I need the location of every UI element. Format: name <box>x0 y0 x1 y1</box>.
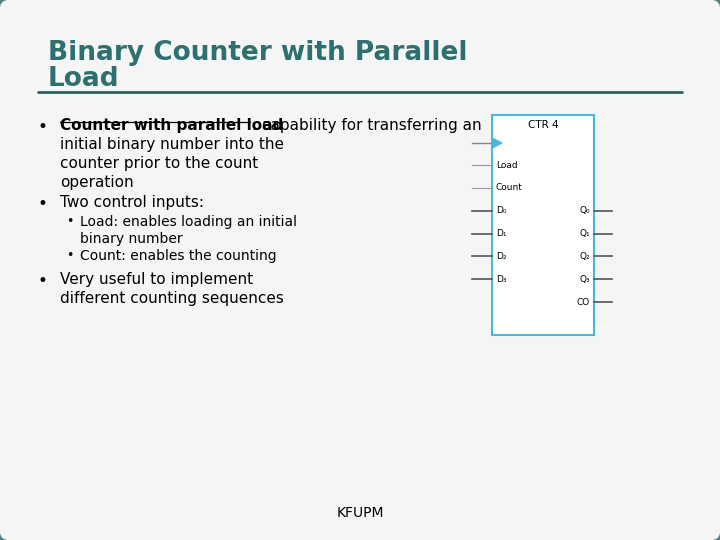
Text: •: • <box>66 249 73 262</box>
Text: counter prior to the count: counter prior to the count <box>60 156 258 171</box>
Text: operation: operation <box>60 175 134 190</box>
Text: •: • <box>38 195 48 213</box>
Text: Load: Load <box>496 160 518 170</box>
Text: KFUPM: KFUPM <box>336 506 384 520</box>
Text: Count: Count <box>496 184 523 192</box>
Text: Two control inputs:: Two control inputs: <box>60 195 204 210</box>
Text: Binary Counter with Parallel: Binary Counter with Parallel <box>48 40 467 66</box>
Text: D₃: D₃ <box>496 275 506 284</box>
Text: Load: enables loading an initial: Load: enables loading an initial <box>80 215 297 229</box>
Text: binary number: binary number <box>80 232 183 246</box>
Text: •: • <box>38 118 48 136</box>
Text: CO: CO <box>577 298 590 307</box>
Text: Counter with parallel load: Counter with parallel load <box>60 118 283 133</box>
Text: Count: enables the counting: Count: enables the counting <box>80 249 276 263</box>
Text: Q₁: Q₁ <box>580 229 590 238</box>
Polygon shape <box>492 138 502 148</box>
Text: Very useful to implement: Very useful to implement <box>60 272 253 287</box>
Text: different counting sequences: different counting sequences <box>60 291 284 306</box>
Text: Q₀: Q₀ <box>580 206 590 215</box>
Text: D₀: D₀ <box>496 206 506 215</box>
Text: Load: Load <box>48 66 120 92</box>
Text: initial binary number into the: initial binary number into the <box>60 137 284 152</box>
Text: : capability for transferring an: : capability for transferring an <box>252 118 482 133</box>
Text: •: • <box>66 215 73 228</box>
Text: •: • <box>38 272 48 290</box>
Text: CTR 4: CTR 4 <box>528 120 558 130</box>
Text: Q₂: Q₂ <box>580 252 590 261</box>
Text: D₁: D₁ <box>496 229 506 238</box>
Text: Q₃: Q₃ <box>580 275 590 284</box>
FancyBboxPatch shape <box>492 115 594 335</box>
Text: D₂: D₂ <box>496 252 506 261</box>
